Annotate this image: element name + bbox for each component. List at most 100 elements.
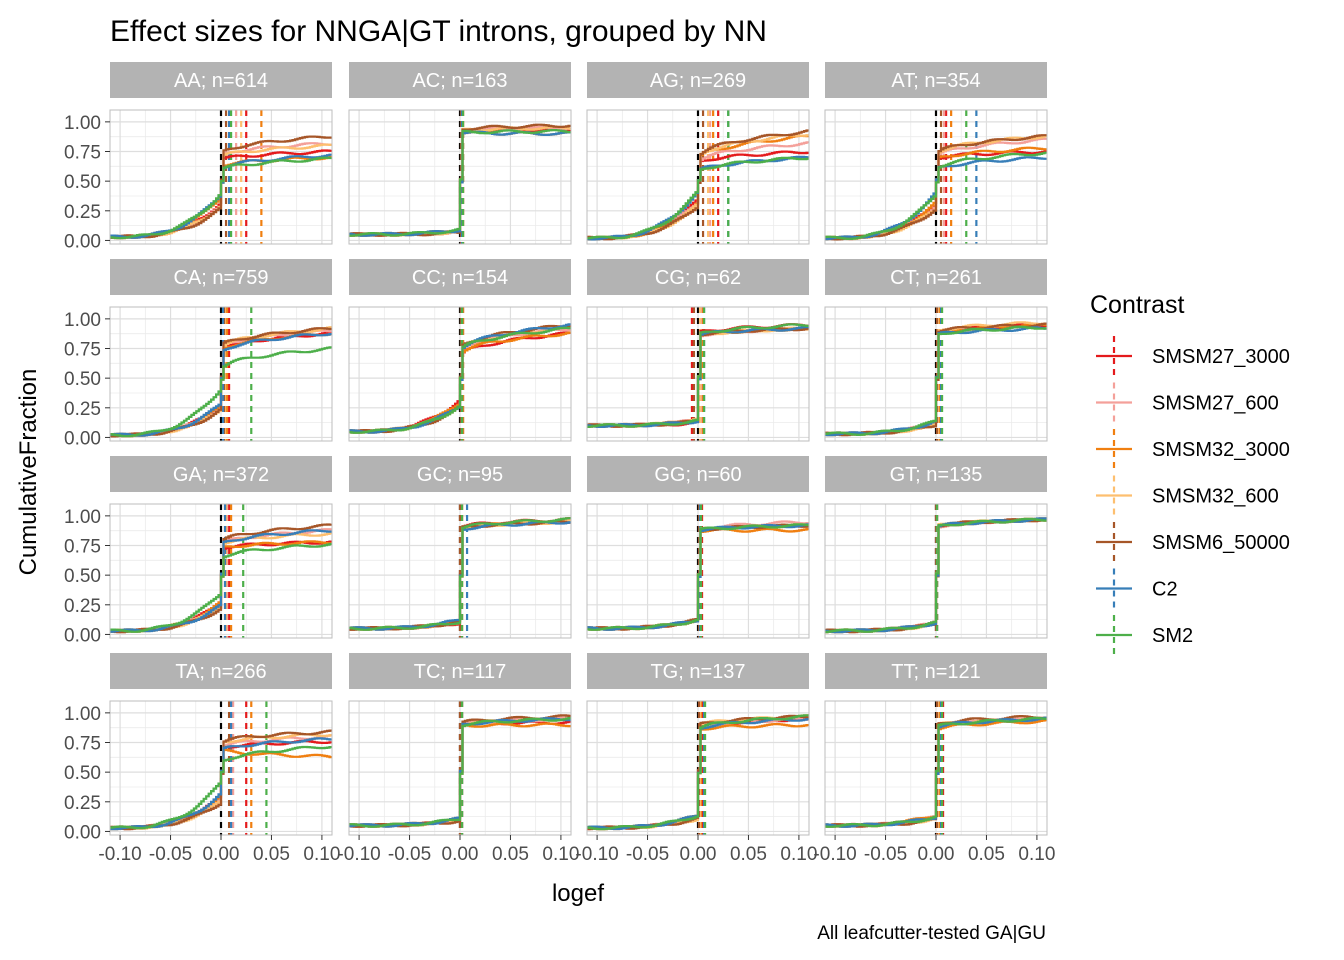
panel-data (587, 504, 809, 638)
chart-title: Effect sizes for NNGA|GT introns, groupe… (110, 15, 767, 48)
x-tick-label: 0.05 (730, 844, 767, 865)
panel-data (825, 307, 1047, 441)
panel-data (349, 307, 571, 441)
legend-label: SMSM6_50000 (1152, 532, 1290, 554)
panel-border (109, 503, 333, 639)
cdf-line-sm2 (349, 517, 571, 631)
cdf-line-sm2 (825, 151, 1047, 240)
facet-strip-label: GC; n=95 (417, 464, 503, 486)
panel-data (349, 110, 571, 244)
x-tick-label: -0.05 (864, 844, 907, 865)
facet-strip-label: GT; n=135 (890, 464, 983, 486)
legend-label: SMSM32_600 (1152, 486, 1279, 508)
facet-strip-label: AC; n=163 (412, 70, 507, 92)
facet-strip (349, 62, 571, 98)
panel-border (348, 306, 572, 442)
legend-item-smsm27_3000: SMSM27_3000 (1096, 336, 1290, 376)
cdf-line-sm2 (825, 716, 1047, 828)
cdf-line-sm2 (110, 745, 332, 830)
facet-strip-label: CG; n=62 (655, 267, 741, 289)
y-tick-label: 0.00 (64, 428, 101, 449)
y-tick-label: 0.75 (64, 143, 101, 164)
facet-strip (825, 62, 1047, 98)
legend-title: Contrast (1090, 291, 1185, 319)
x-tick-label: 0.00 (203, 844, 240, 865)
legend-label: SMSM27_600 (1152, 393, 1279, 415)
cdf-line-sm2 (110, 346, 332, 438)
facet-strip (825, 456, 1047, 492)
panel-border (824, 109, 1048, 245)
facet-panel: GT; n=135 (824, 456, 1048, 639)
facet-panel: CT; n=261 (824, 259, 1048, 442)
x-tick-label: -0.05 (149, 844, 192, 865)
legend-item-smsm27_600: SMSM27_600 (1096, 382, 1279, 423)
y-tick-label: 0.75 (64, 734, 101, 755)
facet-panel: CC; n=154 (348, 259, 572, 442)
panel-border (586, 306, 810, 442)
x-axis-label: logef (552, 880, 604, 907)
y-tick-label: 0.75 (64, 340, 101, 361)
panel-data (825, 701, 1047, 835)
facet-panel: AG; n=269 (586, 62, 810, 245)
facet-strip-label: CA; n=759 (173, 267, 268, 289)
cdf-line-c2 (110, 529, 332, 633)
x-tick-label: 0.10 (1018, 844, 1055, 865)
panel-border (824, 503, 1048, 639)
legend-label: SMSM32_3000 (1152, 439, 1290, 461)
x-tick-label: 0.00 (442, 844, 479, 865)
cdf-line-sm2 (587, 323, 809, 428)
y-tick-label: 0.75 (64, 537, 101, 558)
facet-strip (349, 653, 571, 689)
facet-strip (110, 62, 332, 98)
y-tick-label: 0.25 (64, 596, 101, 617)
facet-strip (349, 456, 571, 492)
facet-panel: GG; n=60 (586, 456, 810, 639)
panel-data (587, 701, 809, 835)
y-tick-label: 1.00 (64, 310, 101, 331)
y-axis-label: CumulativeFraction (15, 369, 42, 576)
panel-data (825, 110, 1047, 244)
y-tick-label: 0.50 (64, 566, 101, 587)
facet-strip (110, 259, 332, 295)
x-tick-label: -0.05 (388, 844, 431, 865)
facet-panel: TA; n=266 0.00 0.25 0.50 0.75 1.00 -0.10 -0.05 0… (64, 653, 340, 865)
panel-border (109, 109, 333, 245)
facet-strip-label: TG; n=137 (650, 661, 745, 683)
facet-panel: TG; n=137 -0.10 -0.05 0.00 0.05 0.10 (575, 653, 817, 865)
panel-data (587, 307, 809, 441)
x-tick-label: 0.05 (492, 844, 529, 865)
x-tick-label: 0.00 (918, 844, 955, 865)
facet-strip (587, 62, 809, 98)
facet-panel: TT; n=121 -0.10 -0.05 0.00 0.05 0.10 (813, 653, 1055, 865)
facet-strip (587, 259, 809, 295)
x-tick-label: 0.10 (542, 844, 579, 865)
panel-border (109, 306, 333, 442)
cdf-line-smsm6_50000 (110, 135, 332, 239)
facet-strip (110, 456, 332, 492)
facet-strip (825, 259, 1047, 295)
panel-data (110, 307, 332, 441)
facet-panel: TC; n=117 -0.10 -0.05 0.00 0.05 0.10 (337, 653, 579, 865)
x-tick-label: 0.10 (780, 844, 817, 865)
cdf-line-sm2 (349, 326, 571, 434)
panel-data (110, 110, 332, 244)
y-tick-label: 0.50 (64, 763, 101, 784)
legend-item-c2: C2 (1096, 568, 1178, 609)
y-tick-label: 0.25 (64, 399, 101, 420)
y-tick-label: 0.00 (64, 625, 101, 646)
facet-panel: GC; n=95 (348, 456, 572, 639)
panel-data (587, 110, 809, 244)
x-tick-label: 0.10 (303, 844, 340, 865)
facet-strip (825, 653, 1047, 689)
cdf-line-sm2 (349, 717, 571, 828)
panel-data (349, 701, 571, 835)
panel-border (586, 109, 810, 245)
y-tick-label: 1.00 (64, 507, 101, 528)
cdf-line-sm2 (587, 523, 809, 631)
facet-panel: AA; n=614 0.00 0.25 0.50 0.75 1.00 (64, 62, 333, 252)
y-tick-label: 0.50 (64, 172, 101, 193)
y-tick-label: 1.00 (64, 704, 101, 725)
cdf-line-sm2 (587, 714, 809, 831)
facet-strip (110, 653, 332, 689)
facet-panel: AT; n=354 (824, 62, 1048, 245)
